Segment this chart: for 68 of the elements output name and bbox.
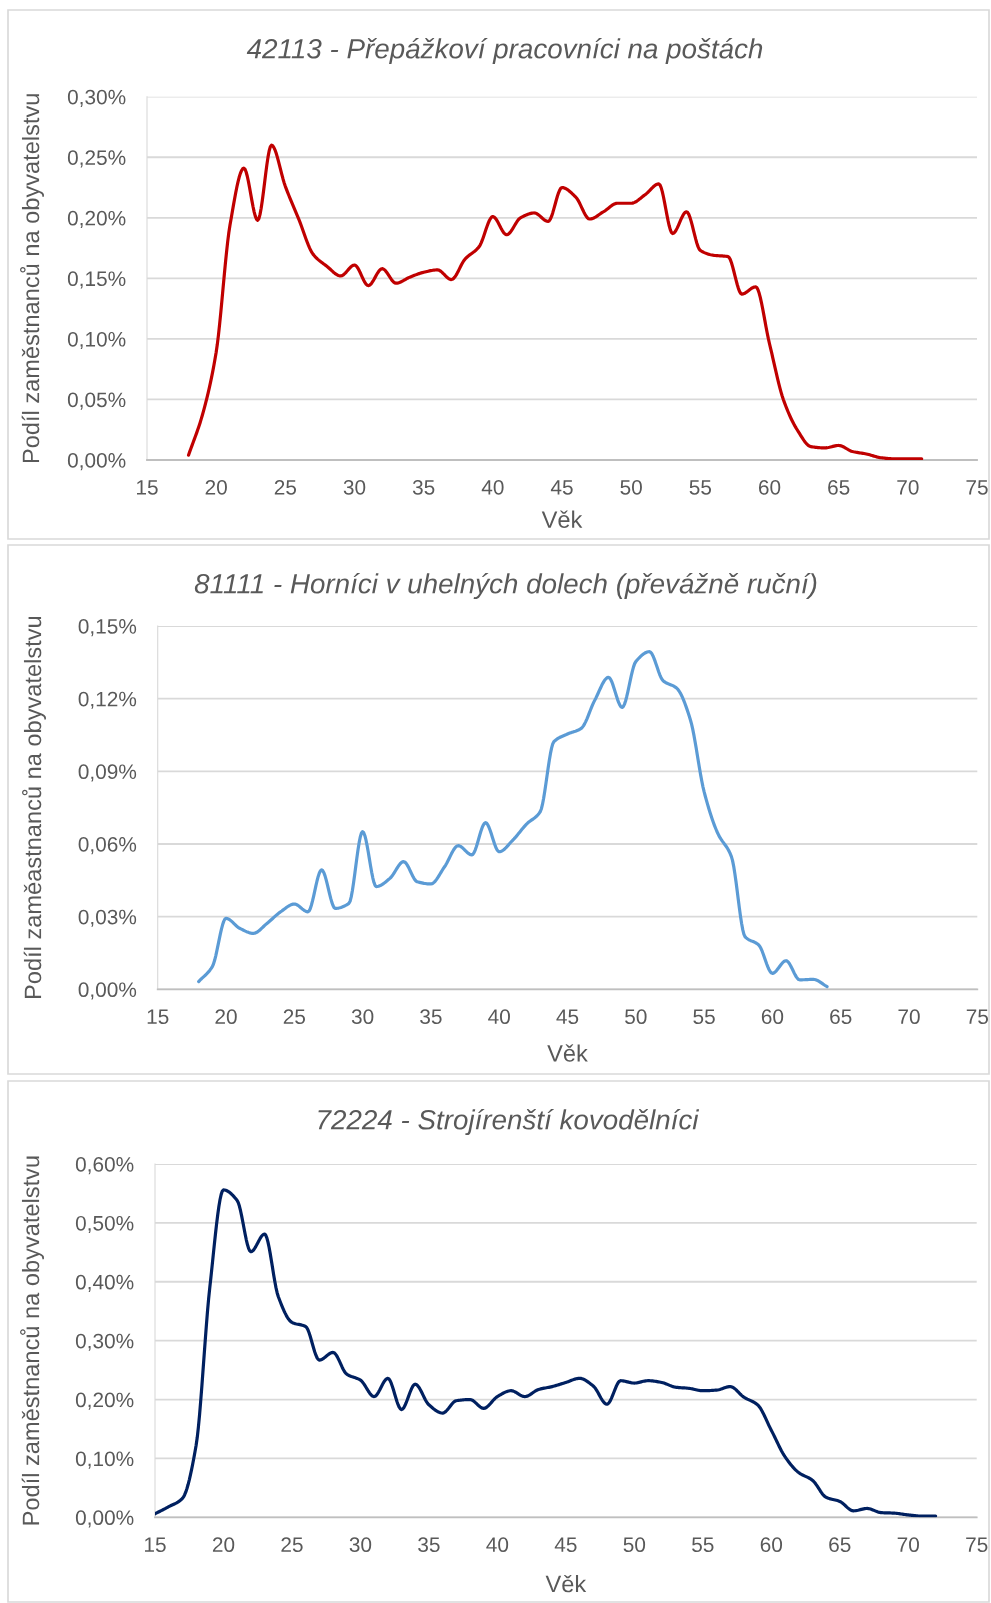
y-tick-label: 0,00% [67,453,126,471]
y-tick-label: 0,25% [67,150,126,168]
x-tick-label: 55 [689,480,712,495]
x-tick-label: 65 [829,1537,851,1553]
y-tick-label: 0,03% [78,909,137,927]
y-tick-label: 0,00% [78,982,137,1000]
x-axis-title: Věk [541,510,583,528]
x-tick-label: 30 [343,479,366,495]
x-tick-label: 55 [693,1009,715,1025]
x-tick-label: 20 [212,1537,235,1553]
y-tick-label: 0,50% [75,1215,134,1234]
x-tick-label: 15 [137,480,158,495]
chart-title: 81111 - Horníci v uhelných dolech (převážně ruční) [194,572,817,600]
y-tick-label: 0,30% [75,1333,134,1351]
x-tick-label: 35 [412,479,435,495]
x-axis-title: Věk [547,1044,588,1062]
x-tick-label: 30 [351,1009,374,1025]
x-tick-label: 65 [828,479,850,495]
x-tick-label: 60 [760,1537,783,1553]
x-tick-label: 25 [283,1009,306,1025]
x-tick-label: 15 [147,1009,169,1025]
x-tick-label: 75 [966,1537,988,1553]
x-tick-label: 45 [550,480,573,495]
x-tick-label: 25 [274,479,297,495]
chart-title: 72224 - Strojírenští kovodělníci [318,1108,700,1136]
y-tick-label: 0,15% [78,619,137,637]
x-tick-label: 55 [692,1537,714,1553]
x-tick-label: 35 [420,1009,442,1025]
x-tick-label: 20 [205,479,227,495]
x-tick-label: 40 [481,479,504,495]
y-tick-label: 0,40% [75,1274,134,1292]
y-tick-label: 0,60% [75,1157,134,1175]
y-tick-label: 0,20% [75,1392,134,1410]
x-tick-label: 75 [966,1009,989,1025]
y-tick-label: 0,10% [75,1451,134,1469]
x-tick-label: 20 [215,1009,237,1025]
x-tick-label: 70 [897,1537,919,1553]
x-tick-label: 40 [488,1009,510,1025]
x-tick-label: 50 [625,1009,647,1025]
y-tick-label: 0,15% [67,271,126,289]
y-axis-title: Podíl zaměstnanců na obyvatelstvu [20,1156,44,1525]
y-tick-label: 0,12% [78,691,137,709]
x-tick-label: 45 [556,1009,579,1025]
x-tick-label: 25 [281,1537,303,1553]
x-tick-label: 45 [554,1537,577,1553]
y-tick-label: 0,20% [67,210,126,229]
x-tick-label: 75 [966,480,988,495]
x-tick-label: 60 [761,1009,784,1025]
chart-title: 42113 - Přepážkoví pracovníci na poštách [246,37,763,65]
y-tick-label: 0,10% [67,331,126,350]
y-axis-title: Podíl zaměstnanců na obyvatelstvu [20,94,44,463]
x-tick-label: 65 [830,1009,852,1025]
x-tick-label: 70 [897,479,919,495]
x-axis-title: Věk [545,1574,587,1593]
y-tick-label: 0,05% [67,392,126,410]
y-tick-label: 0,00% [75,1510,134,1528]
x-tick-label: 50 [620,479,642,495]
x-tick-label: 15 [145,1537,166,1553]
x-tick-label: 50 [623,1537,646,1553]
y-tick-label: 0,09% [78,764,137,782]
x-tick-label: 35 [418,1537,440,1553]
x-tick-label: 40 [486,1537,509,1553]
x-tick-label: 30 [349,1537,372,1553]
y-tick-label: 0,30% [67,89,126,107]
y-tick-label: 0,06% [78,836,137,855]
x-tick-label: 60 [758,479,781,495]
x-tick-label: 70 [898,1009,920,1025]
y-axis-title: Podíl zaměastnanců na obyvatelstvu [22,616,46,998]
